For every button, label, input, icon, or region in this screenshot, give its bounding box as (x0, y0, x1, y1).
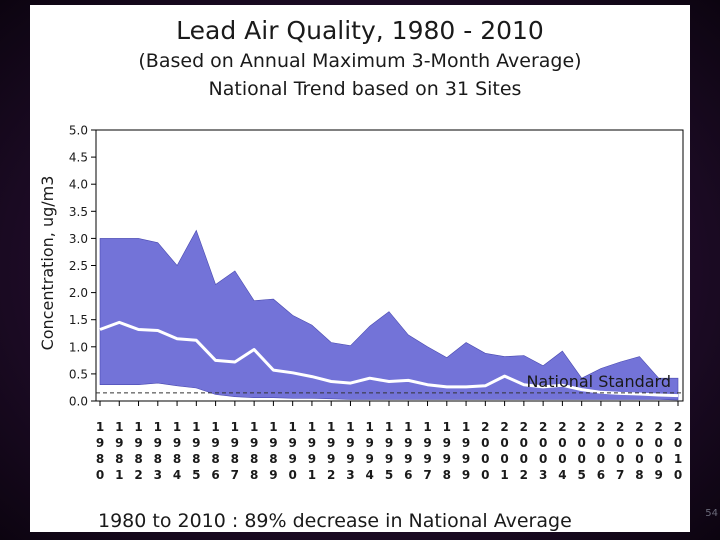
chart-subtitle-1: (Based on Annual Maximum 3-Month Average… (138, 50, 581, 72)
y-tick-label: 0.0 (69, 395, 88, 409)
y-tick-label: 4.0 (69, 178, 88, 192)
y-tick-label: 3.5 (69, 205, 88, 219)
slide-number: 54 (705, 508, 718, 519)
national-average-line (99, 320, 679, 398)
y-axis: 0.0 0.5 1.0 1.5 2.0 2.5 3.0 3.5 4.0 4.5 5.0 (69, 124, 96, 409)
y-tick-label: 1.5 (69, 313, 88, 327)
y-tick-label: 3.0 (69, 232, 88, 246)
y-tick-label: 4.5 (69, 151, 88, 165)
chart-title: Lead Air Quality, 1980 - 2010 (176, 16, 544, 45)
plot-area: National Standard 0.0 0.5 1.0 1.5 2.0 2.5 3.0 3… (69, 124, 684, 482)
x-axis: 1 9 8 0 1 9 8 1 1 9 8 2 1 9 8 3 1 9 8 4 1 9 8 5 1 9 8 6 1 9 8 7 1 9 8 8 1 9 8 9… (96, 401, 682, 482)
chart-subtitle-2: National Trend based on 31 Sites (209, 78, 522, 100)
y-tick-label: 1.0 (69, 340, 88, 354)
chart-panel: Lead Air Quality, 1980 - 2010 (Based on … (30, 5, 690, 532)
lead-air-quality-chart: Lead Air Quality, 1980 - 2010 (Based on … (38, 16, 684, 532)
y-axis-label: Concentration, ug/m3 (38, 176, 57, 351)
y-tick-label: 0.5 (69, 367, 88, 381)
national-standard-label: National Standard (526, 372, 671, 391)
y-tick-label: 2.0 (69, 286, 88, 300)
y-tick-label: 5.0 (69, 124, 88, 138)
y-tick-label: 2.5 (69, 259, 88, 273)
footer-summary: 1980 to 2010 : 89% decrease in National … (98, 510, 572, 532)
